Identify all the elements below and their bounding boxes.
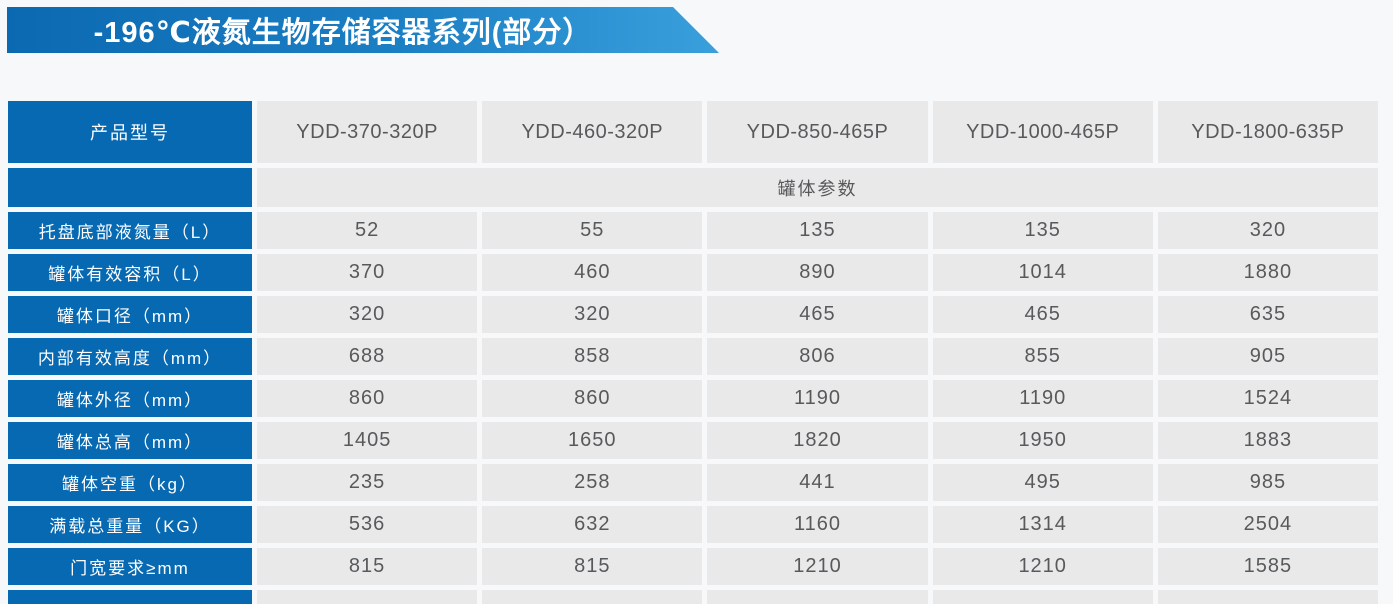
spec-value-cell: 320 bbox=[257, 296, 478, 333]
spec-value-cell: 1210 bbox=[932, 548, 1153, 585]
row-label-cell: 满载总重量（KG） bbox=[8, 506, 252, 543]
spec-value-cell: 890 bbox=[707, 254, 928, 291]
spec-value-cell: 135 bbox=[707, 212, 928, 249]
section-label-spacer-cell bbox=[8, 168, 252, 207]
spec-value-cell: 1880 bbox=[1157, 254, 1378, 291]
row-label-cell: 罐体总高（mm） bbox=[8, 422, 252, 459]
row-label-cell: 罐体外径（mm） bbox=[8, 380, 252, 417]
spec-value-cell: 688 bbox=[257, 338, 478, 375]
section-header-cell: 罐体参数 bbox=[257, 168, 1378, 207]
spec-value-cell: 441 bbox=[707, 464, 928, 501]
row-label-cell: 罐体空重（kg） bbox=[8, 464, 252, 501]
spec-value-cell: 985 bbox=[1157, 464, 1378, 501]
spec-value-cell: 320 bbox=[1157, 212, 1378, 249]
spec-value-cell: 135 bbox=[932, 212, 1153, 249]
spec-value-cell: 815 bbox=[482, 548, 703, 585]
spec-value-cell: 1585 bbox=[1157, 548, 1378, 585]
page-title: -196℃液氮生物存储容器系列(部分） bbox=[93, 17, 593, 49]
spec-value-cell: 635 bbox=[1157, 296, 1378, 333]
spec-value-cell: 235 bbox=[257, 464, 478, 501]
partial-next-row-cell bbox=[1157, 590, 1378, 604]
spec-value-cell: 1160 bbox=[707, 506, 928, 543]
model-header-cell: YDD-1800-635P bbox=[1157, 101, 1378, 163]
spec-value-cell: 860 bbox=[482, 380, 703, 417]
partial-next-row-label-cell bbox=[8, 590, 252, 604]
spec-value-cell: 52 bbox=[257, 212, 478, 249]
title-banner: -196℃液氮生物存储容器系列(部分） bbox=[7, 7, 719, 53]
spec-value-cell: 536 bbox=[257, 506, 478, 543]
spec-value-cell: 465 bbox=[932, 296, 1153, 333]
spec-value-cell: 858 bbox=[482, 338, 703, 375]
model-header-cell: YDD-850-465P bbox=[707, 101, 928, 163]
spec-value-cell: 1210 bbox=[707, 548, 928, 585]
row-label-cell: 内部有效高度（mm） bbox=[8, 338, 252, 375]
spec-value-cell: 905 bbox=[1157, 338, 1378, 375]
spec-value-cell: 2504 bbox=[1157, 506, 1378, 543]
spec-value-cell: 1524 bbox=[1157, 380, 1378, 417]
row-label-cell: 罐体口径（mm） bbox=[8, 296, 252, 333]
partial-next-row-cell bbox=[257, 590, 478, 604]
spec-value-cell: 460 bbox=[482, 254, 703, 291]
spec-value-cell: 370 bbox=[257, 254, 478, 291]
spec-value-cell: 1014 bbox=[932, 254, 1153, 291]
spec-value-cell: 1314 bbox=[932, 506, 1153, 543]
product-spec-table: 产品型号 YDD-370-320P YDD-460-320P YDD-850-4… bbox=[8, 101, 1378, 604]
spec-value-cell: 806 bbox=[707, 338, 928, 375]
spec-value-cell: 465 bbox=[707, 296, 928, 333]
partial-next-row-cell bbox=[482, 590, 703, 604]
row-label-cell: 门宽要求≥mm bbox=[8, 548, 252, 585]
model-header-cell: YDD-1000-465P bbox=[932, 101, 1153, 163]
spec-value-cell: 320 bbox=[482, 296, 703, 333]
spec-value-cell: 1950 bbox=[932, 422, 1153, 459]
spec-value-cell: 495 bbox=[932, 464, 1153, 501]
spec-value-cell: 1405 bbox=[257, 422, 478, 459]
spec-value-cell: 1883 bbox=[1157, 422, 1378, 459]
model-header-cell: YDD-370-320P bbox=[257, 101, 478, 163]
row-label-cell: 罐体有效容积（L） bbox=[8, 254, 252, 291]
spec-value-cell: 258 bbox=[482, 464, 703, 501]
spec-value-cell: 632 bbox=[482, 506, 703, 543]
corner-header-cell: 产品型号 bbox=[8, 101, 252, 163]
spec-value-cell: 55 bbox=[482, 212, 703, 249]
partial-next-row-cell bbox=[707, 590, 928, 604]
spec-value-cell: 815 bbox=[257, 548, 478, 585]
model-header-cell: YDD-460-320P bbox=[482, 101, 703, 163]
spec-value-cell: 1190 bbox=[932, 380, 1153, 417]
row-label-cell: 托盘底部液氮量（L） bbox=[8, 212, 252, 249]
spec-value-cell: 1650 bbox=[482, 422, 703, 459]
spec-value-cell: 855 bbox=[932, 338, 1153, 375]
spec-value-cell: 1190 bbox=[707, 380, 928, 417]
spec-value-cell: 860 bbox=[257, 380, 478, 417]
partial-next-row-cell bbox=[932, 590, 1153, 604]
spec-value-cell: 1820 bbox=[707, 422, 928, 459]
